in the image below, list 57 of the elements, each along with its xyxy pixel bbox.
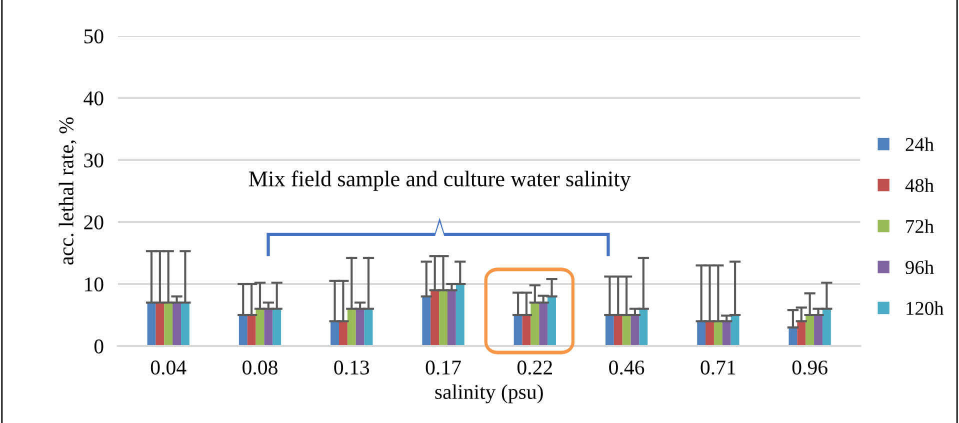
bar — [548, 296, 556, 346]
bar — [814, 315, 822, 346]
y-tick-label: 30 — [84, 153, 104, 168]
bar — [247, 315, 256, 346]
bar — [706, 321, 714, 346]
bar — [164, 302, 173, 346]
bar — [730, 315, 740, 346]
bar — [456, 284, 464, 346]
bar — [806, 315, 814, 346]
legend-label: 96h — [906, 260, 934, 274]
bar — [639, 308, 648, 346]
bar — [422, 296, 431, 346]
y-tick-label: 20 — [84, 215, 104, 230]
x-tick-label: 0.96 — [792, 360, 828, 375]
bar — [622, 315, 631, 346]
x-tick-label: 0.22 — [517, 360, 552, 375]
x-tick-label: 0.08 — [242, 360, 278, 375]
bar — [614, 315, 622, 346]
x-tick-label: 0.17 — [426, 360, 461, 375]
bar — [539, 302, 548, 346]
y-tick-label: 10 — [85, 277, 104, 292]
annotation: Mix field sample and culture water salinity — [248, 170, 631, 191]
x-tick-label: 0.71 — [700, 360, 736, 375]
x-tick-label: 0.13 — [334, 360, 370, 375]
bar — [439, 290, 448, 346]
bar — [530, 302, 540, 346]
bar — [430, 290, 440, 346]
bar — [172, 302, 182, 346]
bar — [447, 290, 456, 346]
x-tick-label: 0.04 — [150, 360, 186, 375]
x-axis-title: salinity (psu) — [435, 384, 543, 404]
legend-label: 24h — [906, 137, 934, 151]
bar — [156, 302, 164, 346]
bar — [264, 308, 273, 346]
bar — [338, 321, 348, 346]
bar — [822, 308, 831, 346]
bar — [514, 315, 522, 346]
legend-label: 72h — [906, 219, 934, 233]
bar — [330, 321, 339, 346]
bar — [605, 315, 614, 346]
bar — [722, 321, 731, 346]
bar — [347, 308, 356, 346]
x-tick-label: 0.46 — [609, 360, 644, 375]
bar — [797, 321, 806, 346]
bar — [714, 321, 722, 346]
bar — [238, 315, 248, 346]
y-tick-label: 40 — [84, 91, 104, 106]
bar — [181, 302, 190, 346]
bar — [272, 308, 282, 346]
bar — [147, 302, 156, 346]
legend-label: 120h — [906, 301, 944, 315]
bar — [697, 321, 706, 346]
legend-label: 48h — [905, 178, 934, 192]
y-tick-label: 50 — [84, 29, 104, 44]
y-tick-label: 0 — [94, 339, 104, 354]
bar — [356, 308, 364, 346]
y-axis-title: acc. lethal rate, % — [58, 117, 76, 265]
